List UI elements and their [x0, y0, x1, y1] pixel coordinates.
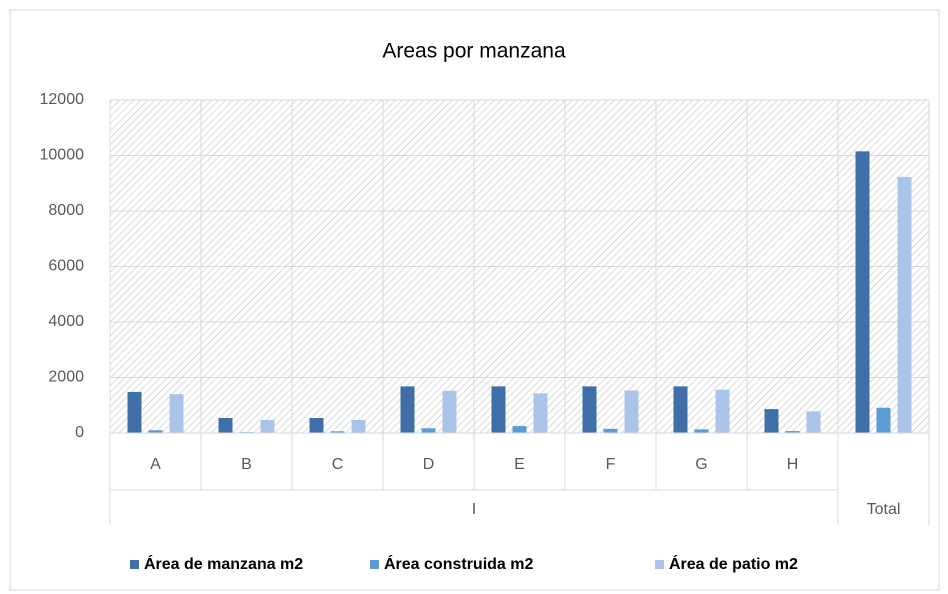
- bar: [897, 176, 912, 433]
- bar: [330, 431, 345, 433]
- y-tick-label: 4000: [48, 313, 84, 330]
- y-tick-label: 0: [75, 424, 84, 441]
- x-tick-label: C: [332, 456, 344, 473]
- x-tick-label: G: [695, 456, 707, 473]
- x-tick-label: A: [150, 456, 161, 473]
- x-tick-label: E: [514, 456, 525, 473]
- bar: [148, 430, 163, 433]
- bar: [533, 393, 548, 433]
- bar: [400, 386, 415, 433]
- legend-label: Área de patio m2: [669, 554, 798, 573]
- bar: [218, 418, 233, 433]
- bar: [582, 386, 597, 433]
- chart-title: Areas por manzana: [382, 40, 566, 63]
- x-tick-label: F: [606, 456, 616, 473]
- bar: [673, 386, 688, 433]
- bar: [127, 391, 142, 433]
- bar: [512, 426, 527, 433]
- bar: [624, 390, 639, 433]
- bar: [764, 409, 779, 433]
- group-label: I: [472, 501, 476, 518]
- bar: [876, 407, 891, 433]
- y-tick-label: 2000: [48, 369, 84, 386]
- y-tick-label: 6000: [48, 258, 84, 275]
- y-tick-label: 8000: [48, 202, 84, 219]
- bar: [855, 151, 870, 433]
- bar: [603, 428, 618, 433]
- bar: [785, 431, 800, 433]
- bar: [351, 419, 366, 433]
- bar: [309, 418, 324, 433]
- bar: [694, 429, 709, 433]
- group-label: Total: [867, 501, 901, 518]
- bar: [169, 394, 184, 433]
- legend-label: Área de manzana m2: [144, 554, 303, 573]
- bar: [491, 386, 506, 433]
- legend-swatch: [370, 560, 379, 569]
- x-tick-label: D: [423, 456, 435, 473]
- bar: [806, 411, 821, 433]
- legend-label: Área construida m2: [384, 554, 533, 573]
- bar: [421, 428, 436, 433]
- y-tick-label: 10000: [40, 147, 85, 164]
- x-tick-label: H: [787, 456, 799, 473]
- x-tick-label: B: [241, 456, 252, 473]
- y-tick-label: 12000: [40, 91, 85, 108]
- legend-swatch: [130, 560, 139, 569]
- legend-swatch: [655, 560, 664, 569]
- bar: [442, 390, 457, 433]
- bar: [260, 419, 275, 433]
- bar: [715, 389, 730, 433]
